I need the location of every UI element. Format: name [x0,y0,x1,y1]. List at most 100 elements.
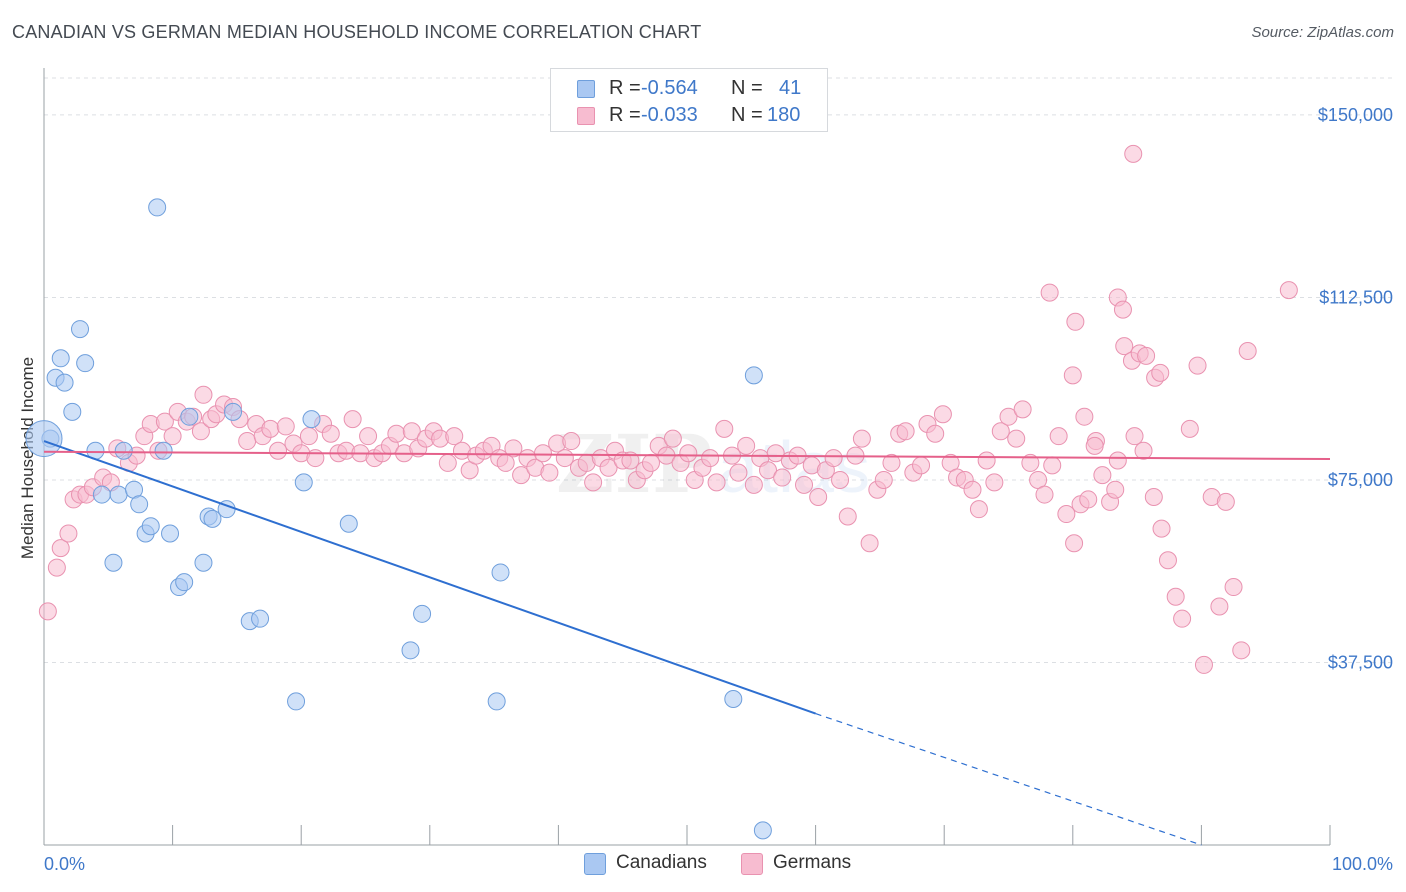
germans-point [59,524,78,543]
canadians-point [104,553,123,572]
germans-point [1013,400,1032,419]
germans-point [402,422,421,441]
canadians-point [753,821,772,840]
germans-point [1224,578,1243,597]
germans-point [985,473,1004,492]
germans-point [809,488,828,507]
canadians-point [339,514,358,533]
correlation-legend: R = -0.564 N = 41 R = -0.033 N = 180 [550,68,828,132]
germans-point [1188,356,1207,375]
germans-trend-line [43,450,1331,461]
germans-point [1279,281,1298,300]
germans-point [852,429,871,448]
x-tick-labels: 0.0% 100.0% [44,854,1393,874]
germans-point [977,451,996,470]
r-value: -0.564 [641,77,698,99]
germans-point [1238,341,1257,360]
germans-point [445,427,464,446]
chart-title: CANADIAN VS GERMAN MEDIAN HOUSEHOLD INCO… [12,22,702,42]
canadians-legend-label: Canadians [616,852,707,873]
germans-point [1125,427,1144,446]
x-tick-label: 0.0% [44,854,85,874]
germans-point [1210,597,1229,616]
germans-point [1216,492,1235,511]
germans-point [1075,407,1094,426]
germans-point [1108,451,1127,470]
y-tick-label: $37,500 [1328,652,1393,672]
germans-point [1035,485,1054,504]
canadians-legend-swatch [584,853,606,875]
germans-point [38,602,57,621]
germans-point [838,507,857,526]
y-tick-label: $75,000 [1328,470,1393,490]
trend-lines [43,440,1331,846]
canadians-point [744,366,763,385]
germans-point [155,412,174,431]
germans-point [1137,346,1156,365]
canadians-point [141,517,160,536]
canadians-point [161,524,180,543]
germans-point [737,436,756,455]
y-tick-label: $150,000 [1318,105,1393,125]
canadians-point [130,495,149,514]
r-label: R = [609,104,641,126]
source-label: Source: ZipAtlas.com [1251,24,1394,41]
germans-point [701,449,720,468]
legend-row-canadians: R = -0.564 N = 41 [551,75,827,101]
canadians-point [724,689,743,708]
canadians-point [194,553,213,572]
canadians-points [25,198,772,840]
germans-point [744,475,763,494]
germans-point [1079,490,1098,509]
germans-point [1134,441,1153,460]
germans-point [47,558,66,577]
germans-point [896,422,915,441]
canadians-point [109,485,128,504]
germans-point [599,458,618,477]
germans-point [191,422,210,441]
canadians-trend-line [43,440,816,715]
canadians-point [25,420,63,458]
germans-point [163,427,182,446]
germans-point [824,449,843,468]
germans-point [238,432,257,451]
germans-point [261,419,280,438]
germans-legend-label: Germans [773,852,852,873]
canadians-swatch [577,80,595,98]
germans-point [969,500,988,519]
germans-point [912,456,931,475]
canadians-point [487,692,506,711]
germans-point [1049,427,1068,446]
germans-point [621,451,640,470]
germans-point [1040,283,1059,302]
germans-point [926,424,945,443]
germans-point [641,453,660,472]
germans-point [795,475,814,494]
canadians-point [180,407,199,426]
y-tick-label: $112,500 [1319,287,1393,307]
germans-point [387,424,406,443]
germans-point [663,429,682,448]
germans-point [584,473,603,492]
canadians-point [401,641,420,660]
germans-point [991,422,1010,441]
germans-point [707,473,726,492]
germans-point [766,444,785,463]
n-label: N = [731,77,763,99]
canadians-point [302,410,321,429]
germans-point [359,427,378,446]
germans-point [1194,655,1213,674]
germans-point [1151,363,1170,382]
n-value: 41 [779,77,802,99]
germans-point [933,405,952,424]
germans-points [38,144,1298,674]
canadians-point [154,441,173,460]
axes [43,68,1331,846]
germans-point [759,461,778,480]
germans-point [321,424,340,443]
legend-row-germans: R = -0.033 N = 180 [551,102,827,128]
germans-point [562,432,581,451]
germans-point [438,453,457,472]
r-label: R = [609,77,641,99]
germans-point [1144,488,1163,507]
